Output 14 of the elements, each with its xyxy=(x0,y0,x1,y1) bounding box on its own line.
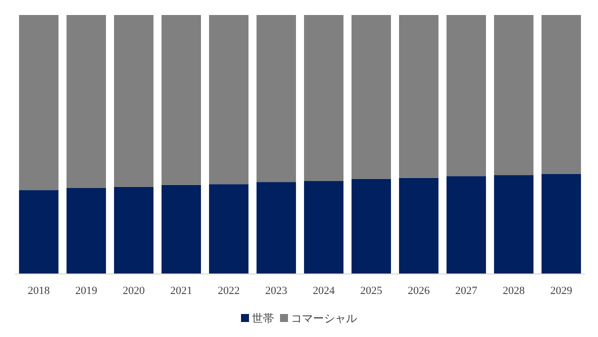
x-tick-label: 2023 xyxy=(265,285,288,297)
x-tick-label: 2021 xyxy=(170,285,192,297)
x-tick-label: 2018 xyxy=(28,285,50,297)
x-tick-label: 2019 xyxy=(75,285,98,297)
x-tick-label: 2024 xyxy=(312,285,336,297)
legend-label: 世帯 xyxy=(252,312,274,325)
legend-label: コマーシャル xyxy=(291,313,357,325)
x-tick-label: 2025 xyxy=(360,285,383,297)
x-tick-label: 2022 xyxy=(218,285,240,297)
x-tick-label: 2029 xyxy=(550,285,573,297)
x-tick-label: 2027 xyxy=(455,285,478,297)
x-tick-label: 2028 xyxy=(502,285,526,297)
x-tick-label: 2026 xyxy=(408,285,430,297)
x-tick-label: 2020 xyxy=(122,285,146,297)
